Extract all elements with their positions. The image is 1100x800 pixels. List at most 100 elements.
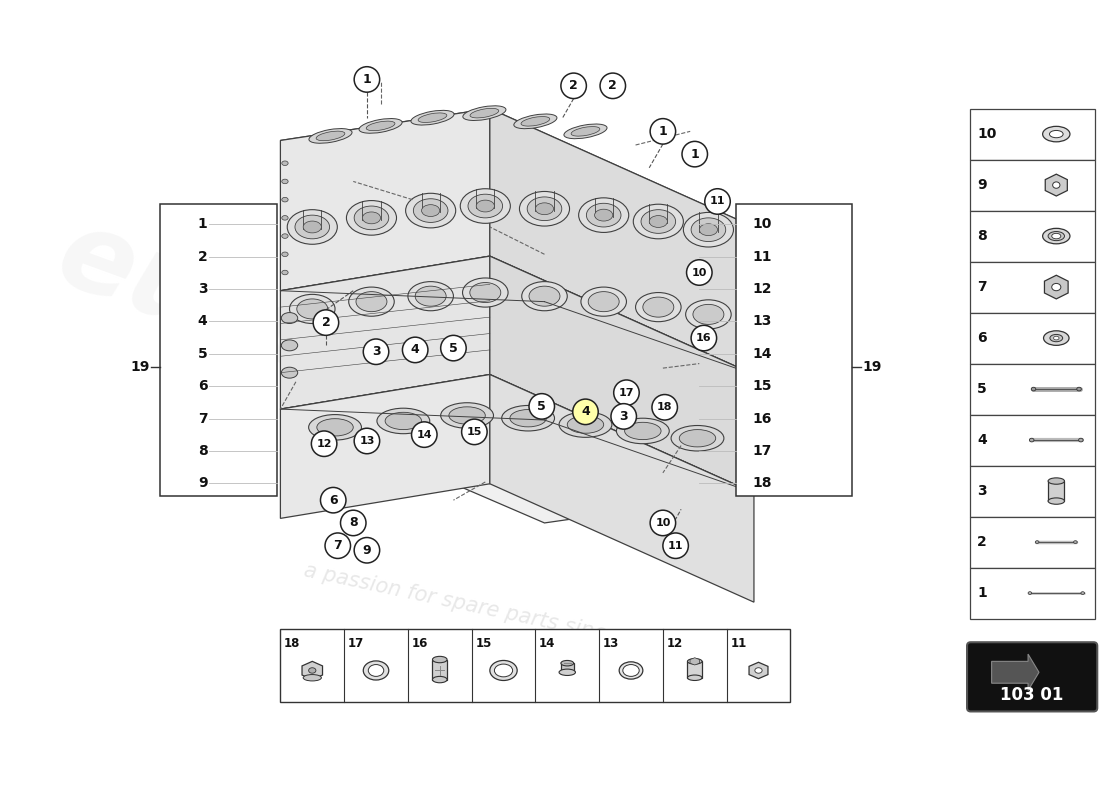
Circle shape [354,428,379,454]
Ellipse shape [1048,498,1065,504]
Text: 5: 5 [449,342,458,354]
Circle shape [652,394,678,420]
Ellipse shape [415,286,447,306]
Text: 3: 3 [619,410,628,423]
Ellipse shape [282,215,288,220]
Ellipse shape [377,408,430,434]
Text: 15: 15 [752,379,771,393]
Text: 3: 3 [198,282,208,296]
Ellipse shape [421,205,440,217]
Text: 4: 4 [410,343,419,357]
Ellipse shape [449,407,485,424]
FancyBboxPatch shape [970,567,1096,618]
Ellipse shape [521,282,568,310]
Circle shape [600,73,626,98]
Ellipse shape [354,206,388,230]
Ellipse shape [741,330,748,334]
Ellipse shape [1044,330,1069,346]
Ellipse shape [432,676,447,682]
Circle shape [411,422,437,447]
Ellipse shape [362,212,381,224]
Text: 5: 5 [977,382,987,396]
Ellipse shape [316,131,345,141]
Text: 15: 15 [466,427,482,437]
Ellipse shape [1048,478,1065,484]
Ellipse shape [595,210,613,221]
Text: 12: 12 [667,637,683,650]
Ellipse shape [636,293,681,322]
FancyBboxPatch shape [280,630,791,702]
Ellipse shape [683,213,734,247]
Text: 6: 6 [977,331,987,345]
Ellipse shape [408,282,453,310]
Ellipse shape [432,656,447,662]
Polygon shape [280,256,754,405]
Ellipse shape [1028,592,1032,594]
Ellipse shape [579,198,629,233]
Polygon shape [280,109,754,256]
Ellipse shape [623,665,639,676]
Circle shape [682,142,707,167]
Text: 11: 11 [752,250,771,264]
Text: 1: 1 [363,73,372,86]
Text: 13: 13 [752,314,771,328]
Text: 17: 17 [752,444,771,458]
Ellipse shape [282,252,288,257]
Text: 8: 8 [977,229,987,243]
Polygon shape [490,256,754,493]
Polygon shape [1048,481,1065,501]
Ellipse shape [1052,283,1060,290]
Text: 9: 9 [363,544,371,557]
Circle shape [403,337,428,362]
FancyBboxPatch shape [970,414,1096,466]
Ellipse shape [564,124,607,138]
Ellipse shape [691,218,726,242]
Ellipse shape [559,412,612,438]
Text: 1: 1 [977,586,987,600]
Text: euromotive: euromotive [44,200,754,546]
Text: 19: 19 [862,360,882,374]
Ellipse shape [282,270,288,274]
FancyBboxPatch shape [970,313,1096,363]
Polygon shape [749,662,768,678]
Text: 8: 8 [198,444,208,458]
Ellipse shape [282,198,288,202]
Polygon shape [432,659,447,679]
Text: 6: 6 [198,379,208,393]
FancyBboxPatch shape [970,109,1096,159]
Ellipse shape [282,313,298,323]
Ellipse shape [1081,592,1085,594]
Text: 1985: 1985 [466,345,786,546]
Text: 18: 18 [752,476,771,490]
Ellipse shape [414,198,448,222]
Circle shape [324,533,351,558]
Ellipse shape [304,221,321,233]
Ellipse shape [514,114,557,129]
FancyBboxPatch shape [970,517,1096,567]
Polygon shape [1045,174,1067,196]
Polygon shape [490,109,754,374]
Ellipse shape [741,284,748,288]
Ellipse shape [289,294,336,323]
Text: a passion for spare parts since 1985: a passion for spare parts since 1985 [301,560,678,658]
Ellipse shape [366,121,395,130]
Circle shape [614,380,639,406]
Text: 5: 5 [538,400,546,413]
Text: 18: 18 [657,402,672,412]
Ellipse shape [568,416,604,434]
Ellipse shape [741,316,748,320]
Ellipse shape [346,201,396,235]
Polygon shape [280,374,754,523]
Ellipse shape [741,362,748,366]
Text: 17: 17 [618,388,635,398]
Ellipse shape [317,418,353,436]
Text: 103 01: 103 01 [1000,686,1064,704]
Ellipse shape [309,668,316,673]
Circle shape [354,538,379,563]
Ellipse shape [1053,182,1060,188]
Ellipse shape [741,300,748,303]
Ellipse shape [309,414,362,440]
Ellipse shape [463,106,506,121]
Polygon shape [280,256,490,409]
Polygon shape [561,663,573,672]
